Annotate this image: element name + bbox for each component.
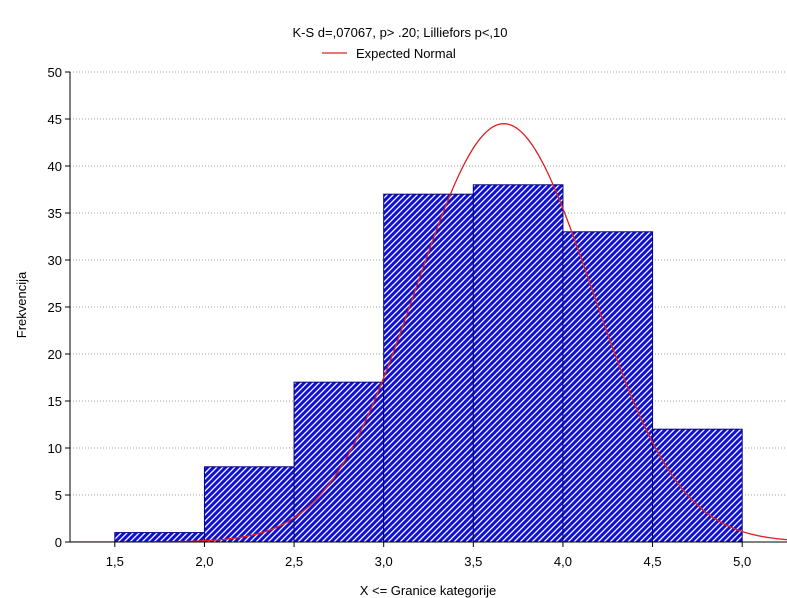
- y-tick-label-0: 0: [55, 535, 62, 550]
- x-tick-label-3: 3,0: [375, 554, 393, 569]
- legend-label-expected-normal: Expected Normal: [356, 46, 456, 61]
- x-tick-label-4: 3,5: [464, 554, 482, 569]
- expected-normal-curve: [70, 123, 787, 542]
- expected-normal-curve-group: [70, 123, 787, 542]
- y-tick-label-1: 5: [55, 488, 62, 503]
- y-tick-label-3: 15: [48, 394, 62, 409]
- y-tick-label-7: 35: [48, 206, 62, 221]
- y-tick-label-10: 50: [48, 65, 62, 80]
- bars: [114, 184, 743, 543]
- x-ticks: 1,5 2,0 2,5 3,0 3,5 4,0 4,5 5,0: [106, 542, 751, 569]
- y-tick-label-5: 25: [48, 300, 62, 315]
- chart-title: K-S d=,07067, p> .20; Lilliefors p<,10: [292, 25, 507, 40]
- bar-2: [293, 381, 385, 543]
- y-axis-label: Frekvencija: [14, 271, 29, 338]
- x-tick-label-0: 1,5: [106, 554, 124, 569]
- x-tick-label-1: 2,0: [195, 554, 213, 569]
- x-axis-label: X <= Granice kategorije: [360, 583, 497, 598]
- legend: Expected Normal: [322, 46, 456, 61]
- x-tick-label-6: 4,5: [644, 554, 662, 569]
- bar-5: [562, 231, 654, 543]
- y-ticks: 0 5 10 15 20 25 30 35 40 45 50: [48, 65, 70, 550]
- x-tick-label-7: 5,0: [733, 554, 751, 569]
- y-tick-label-9: 45: [48, 112, 62, 127]
- x-tick-label-2: 2,5: [285, 554, 303, 569]
- y-tick-label-6: 30: [48, 253, 62, 268]
- bar-0: [114, 532, 205, 543]
- y-tick-label-2: 10: [48, 441, 62, 456]
- bar-1: [203, 466, 295, 543]
- bar-4: [472, 184, 564, 543]
- y-tick-label-4: 20: [48, 347, 62, 362]
- bar-6: [652, 428, 743, 543]
- bar-3: [383, 193, 474, 543]
- x-tick-label-5: 4,0: [554, 554, 572, 569]
- y-tick-label-8: 40: [48, 159, 62, 174]
